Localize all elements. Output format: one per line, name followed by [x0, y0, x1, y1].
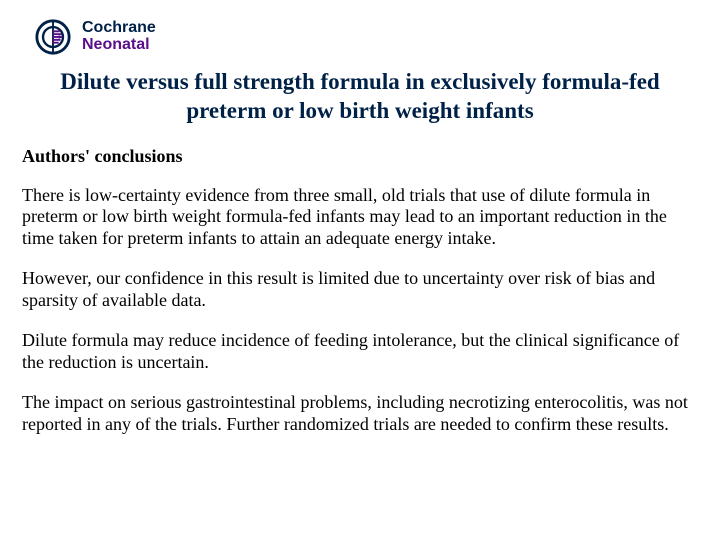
paragraph-2: However, our confidence in this result i… — [22, 268, 698, 312]
paragraph-3: Dilute formula may reduce incidence of f… — [22, 330, 698, 374]
brand-logo: Cochrane Neonatal — [34, 18, 698, 56]
brand-text: Cochrane Neonatal — [82, 20, 156, 54]
section-heading: Authors' conclusions — [22, 146, 698, 167]
paragraph-4: The impact on serious gastrointestinal p… — [22, 392, 698, 436]
brand-line1: Cochrane — [82, 20, 156, 37]
document-title: Dilute versus full strength formula in e… — [52, 68, 668, 126]
brand-line2: Neonatal — [82, 37, 156, 54]
paragraph-1: There is low-certainty evidence from thr… — [22, 185, 698, 251]
cochrane-logo-mark — [34, 18, 72, 56]
